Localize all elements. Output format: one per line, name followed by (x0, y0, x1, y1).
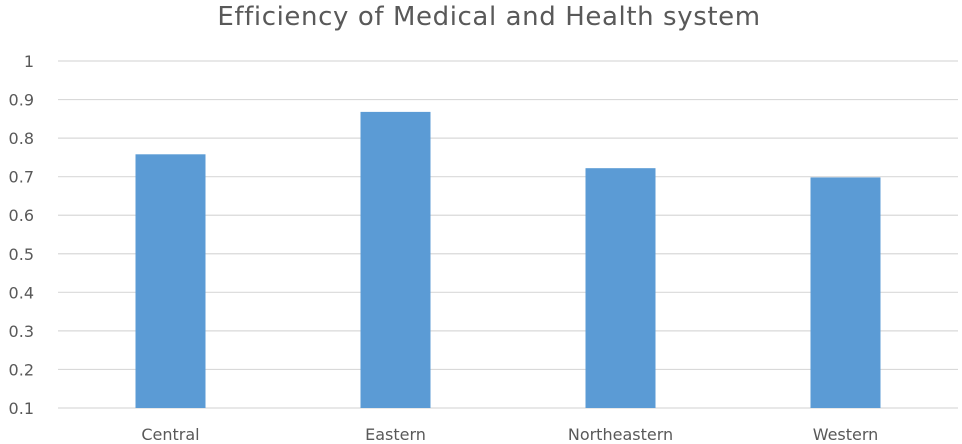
x-tick-label: Central (141, 425, 199, 444)
bars (135, 111, 881, 408)
bar-eastern (360, 111, 431, 408)
x-tick-label: Western (813, 425, 879, 444)
gridlines (58, 60, 958, 409)
y-tick-label: 0.7 (9, 168, 34, 187)
y-axis-tick-labels: 0.1 0.2 0.3 0.4 0.5 0.6 0.7 0.8 0.9 1 (9, 52, 34, 418)
y-tick-label: 0.9 (9, 91, 34, 110)
y-tick-label: 1 (24, 52, 34, 71)
y-tick-label: 0.8 (9, 129, 34, 148)
bar-western (810, 177, 881, 408)
x-tick-label: Eastern (365, 425, 426, 444)
y-tick-label: 0.3 (9, 322, 34, 341)
bar-central (135, 154, 206, 408)
y-tick-label: 0.5 (9, 245, 34, 264)
y-tick-label: 0.6 (9, 206, 34, 225)
y-tick-label: 0.2 (9, 360, 34, 379)
x-tick-label: Northeastern (568, 425, 673, 444)
x-axis-tick-labels: Central Eastern Northeastern Western (141, 425, 878, 444)
y-tick-label: 0.4 (9, 283, 34, 302)
bar-northeastern (585, 168, 656, 408)
chart-title: Efficiency of Medical and Health system (217, 2, 761, 32)
y-tick-label: 0.1 (9, 399, 34, 418)
